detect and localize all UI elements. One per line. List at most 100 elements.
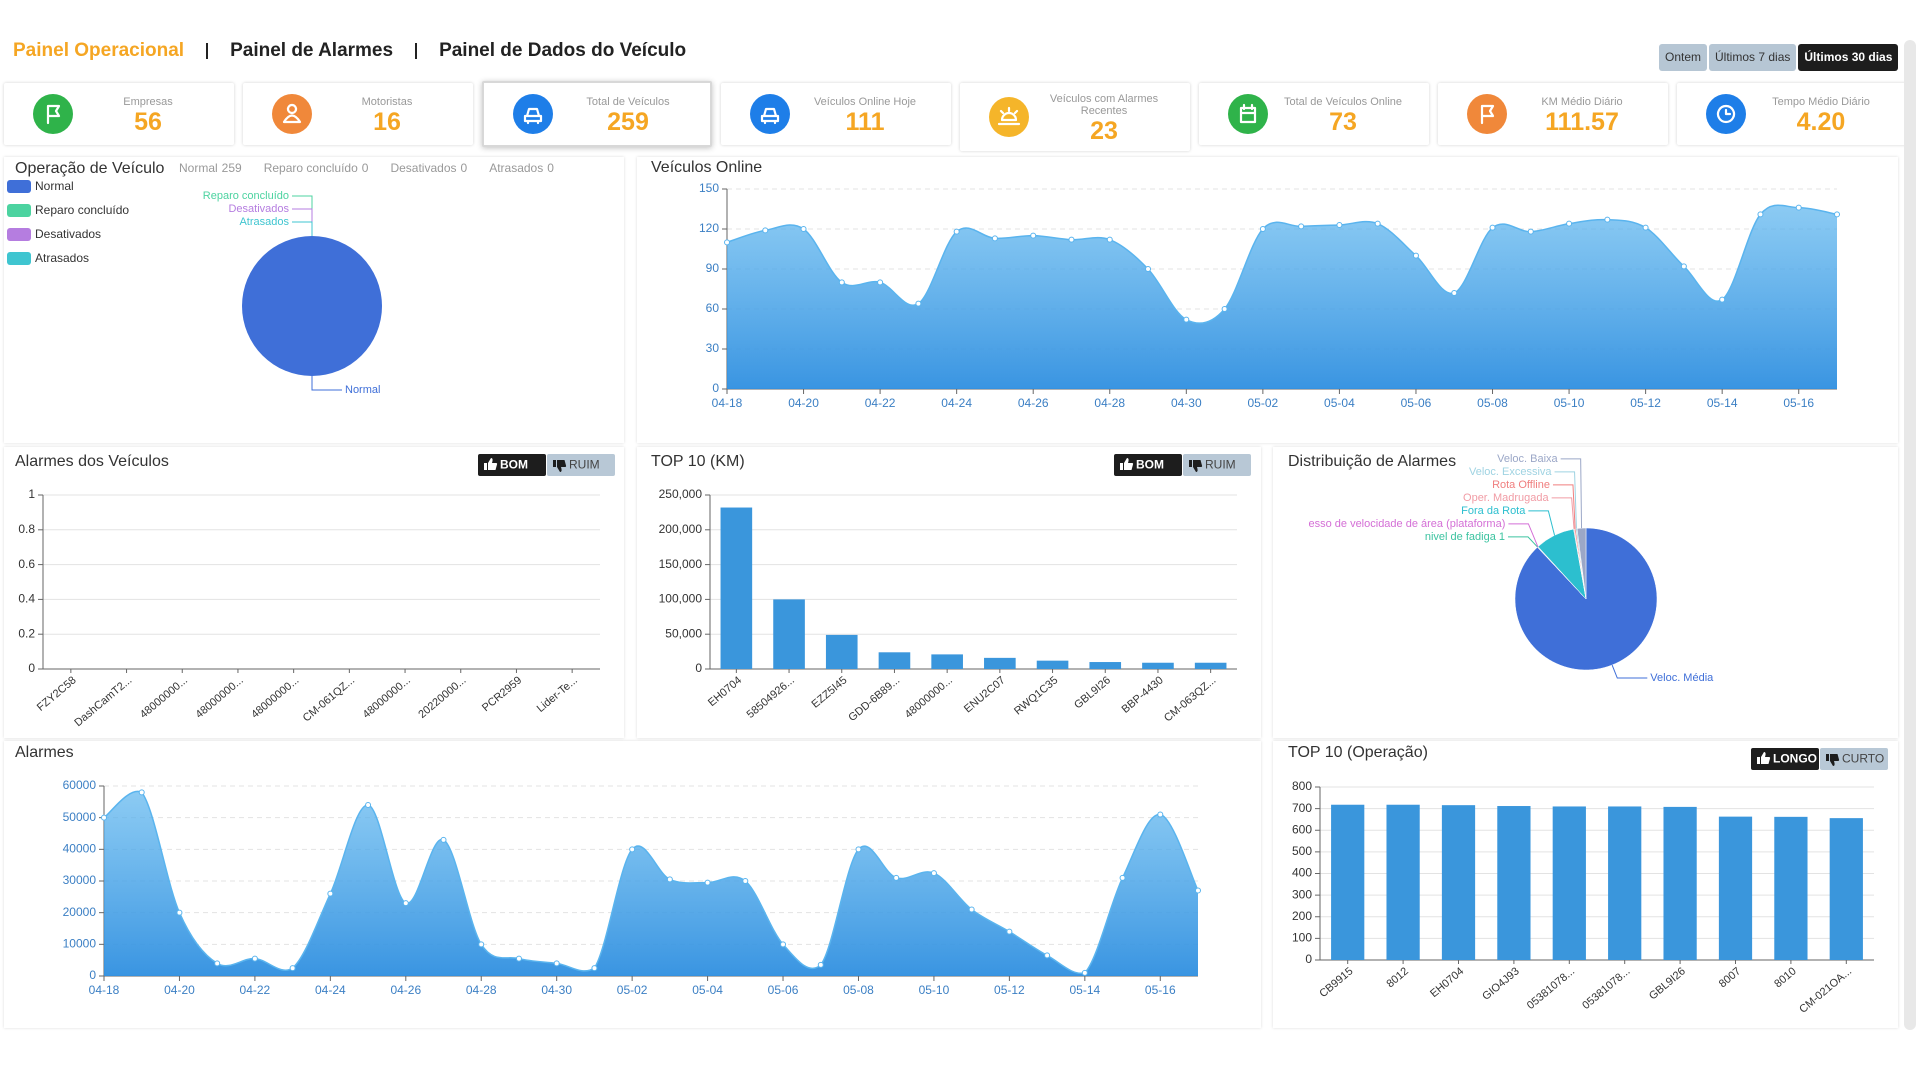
y-tick-label: 90 [706,261,720,275]
bar [1036,660,1069,669]
point [553,960,560,967]
kpi-label: Motoristas [361,96,413,108]
total-value: 0 [547,161,554,175]
legend-label[interactable]: Atrasados [35,251,89,265]
kpi-card[interactable]: Motoristas 16 [243,83,473,145]
kpi-value: 4.20 [1796,108,1846,136]
toggle-label[interactable]: LONGO [1773,752,1817,766]
total-name: Reparo concluído [264,161,358,175]
legend-swatch[interactable] [7,180,31,193]
y-tick-label: 0 [1305,952,1312,966]
slice-label: Veloc. Baixa [1497,453,1558,465]
area [727,205,1837,389]
point [1145,266,1152,272]
x-tick-label: 8010 [1772,965,1798,990]
nav-tab[interactable]: Painel de Dados do Veículo [439,40,687,61]
point [289,965,296,972]
kpi-icon [272,94,312,134]
point [1527,228,1534,235]
kpi-card[interactable]: Veículos Online Hoje 111 [721,83,951,145]
toggle-label[interactable]: BOM [500,458,528,472]
thumb-icon [1120,458,1134,470]
point [838,279,845,286]
point [629,846,636,853]
x-tick-label: EH0704 [706,674,744,709]
bar [878,652,911,669]
point [1566,220,1573,227]
icon-glyph [997,106,1021,126]
x-tick-label: 05-16 [1783,396,1814,410]
nav-tab[interactable]: Painel de Alarmes [230,40,394,61]
legend-swatch[interactable] [7,228,31,241]
toggle-button[interactable] [478,454,546,476]
total-value: 0 [362,161,369,175]
toggle-label[interactable]: CURTO [1842,752,1884,766]
toggle-button[interactable] [547,454,615,476]
kpi-value: 111 [845,108,885,136]
y-tick-label: 250,000 [659,487,703,501]
bar [1386,804,1420,960]
x-tick-label: 48000000... [249,674,301,721]
total-name: Atrasados [489,161,543,175]
range-button[interactable]: Ontem [1659,44,1708,71]
x-tick-label: 05381078... [1525,965,1577,1012]
x-tick-label: 05-08 [1477,396,1508,410]
legend-swatch[interactable] [7,204,31,217]
x-tick-label: 04-28 [466,983,497,997]
toggle-label[interactable]: BOM [1136,458,1164,472]
toggle-button[interactable] [1183,454,1251,476]
x-tick-label: 05-02 [1248,396,1279,410]
toggle-button[interactable] [1820,748,1888,770]
y-tick-label: 400 [1292,866,1312,880]
range-button[interactable]: Últimos 7 dias [1709,44,1797,71]
y-tick-label: 0 [28,661,35,675]
legend-swatch[interactable] [7,252,31,265]
slice-label: Veloc. Excessiva [1469,466,1552,478]
x-tick-label: 04-28 [1094,396,1125,410]
kpi-card[interactable]: Empresas 56 [4,83,234,145]
x-tick-label: FZY2C58 [35,674,79,713]
nav-tab[interactable]: Painel Operacional [13,40,185,61]
thumb-icon [1189,460,1203,472]
bar [1829,818,1863,960]
legend-label[interactable]: Desativados [35,227,101,241]
kpi-value: 56 [134,108,162,136]
y-tick-label: 120 [699,221,719,235]
toggle-label[interactable]: RUIM [569,458,600,472]
toggle-button[interactable] [1114,454,1182,476]
range-button[interactable]: Últimos 30 dias [1798,44,1899,71]
toggle-button[interactable] [1751,748,1819,770]
point [440,836,447,843]
point [1259,226,1266,232]
icon-bg [1467,94,1507,134]
kpi-card[interactable]: Veículos com Alarmes Recentes 23 [960,83,1190,151]
kpi-text: Tempo Médio Diário 4.20 [1746,86,1896,142]
y-tick-label: 700 [1292,801,1312,815]
legend-label[interactable]: Normal [35,179,74,193]
icon-glyph [523,107,543,125]
point [1044,952,1051,959]
y-tick-label: 0 [712,381,719,395]
kpi-card[interactable]: Tempo Médio Diário 4.20 [1677,83,1907,145]
legend-label[interactable]: Reparo concluído [35,203,129,217]
toggle-label[interactable]: RUIM [1205,458,1236,472]
point [1183,316,1190,323]
y-tick-label: 500 [1292,844,1312,858]
kpi-card[interactable]: Total de Veículos Online 73 [1199,83,1429,145]
x-tick-label: 05-14 [1707,396,1738,410]
icon-bg [513,94,553,134]
x-tick-label: 04-26 [390,983,421,997]
chart-title: Distribuição de Alarmes [1288,453,1456,470]
point [365,802,372,808]
label-line [311,376,342,391]
kpi-label: KM Médio Diário [1541,96,1623,108]
kpi-text: Total de Veículos Online 73 [1268,86,1418,142]
kpi-card[interactable]: Total de Veículos 259 [482,81,712,147]
kpi-card[interactable]: KM Médio Diário 111.57 [1438,83,1668,145]
point [1642,224,1649,231]
point [1451,290,1458,296]
x-tick-label: EZZ5I45 [810,674,850,710]
x-tick-label: PCR2959 [480,674,524,714]
point [855,846,862,853]
scrollbar[interactable] [1904,40,1916,1030]
